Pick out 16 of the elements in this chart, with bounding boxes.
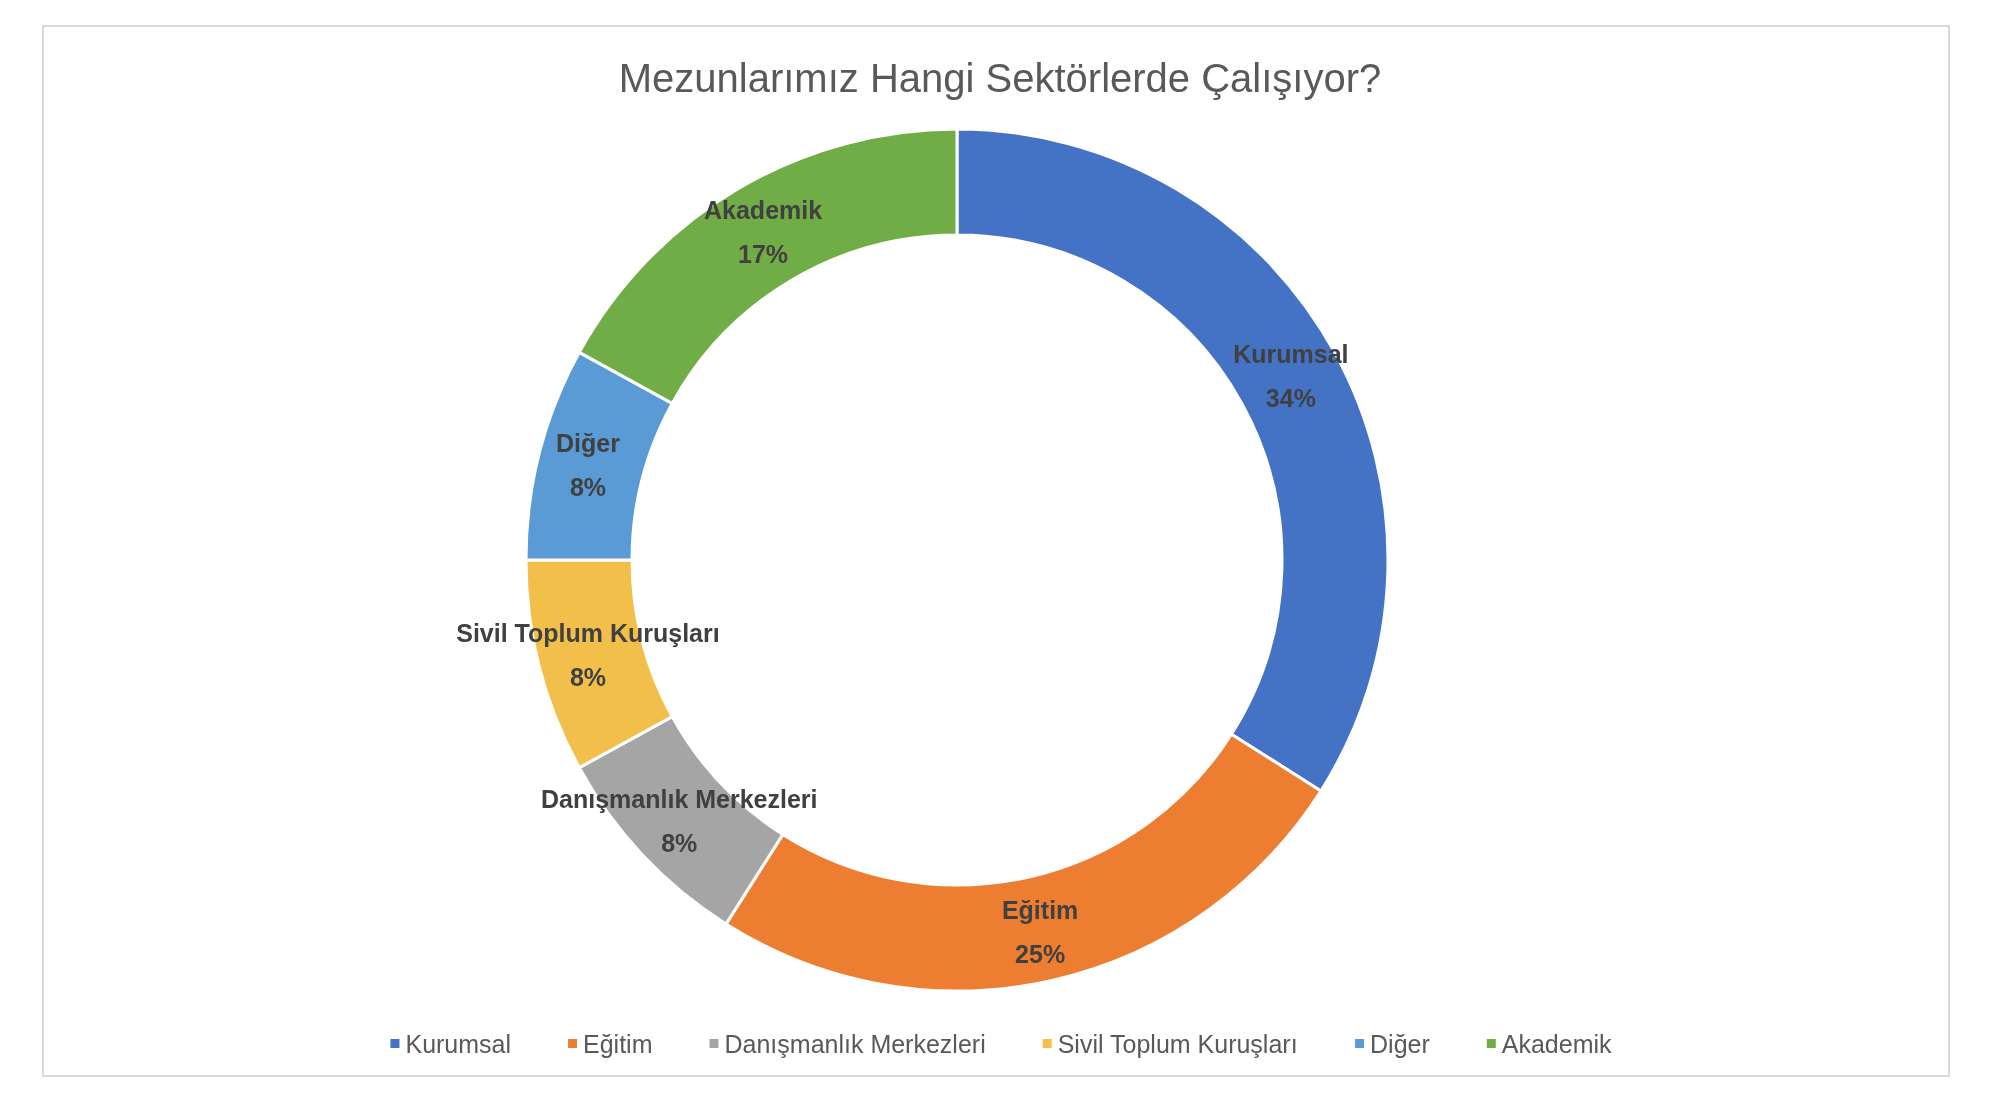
data-label: 25% [1015, 939, 1066, 968]
legend-label: Diğer [1370, 1029, 1430, 1058]
slice-label: Akademik [703, 196, 823, 225]
data-label: 17% [738, 240, 789, 269]
slice-label: Eğitim [1001, 895, 1079, 924]
data-label: 8% [569, 473, 607, 502]
data-label: 8% [661, 828, 698, 857]
chart-title: Mezunlarımız Hangi Sektörlerde Çalışıyor? [618, 56, 1382, 100]
legend-label: Danışmanlık Merkezleri [724, 1029, 986, 1058]
slice-label: Diğer [556, 429, 621, 458]
legend-label: Sivil Toplum Kuruşları [1057, 1029, 1298, 1058]
legend-label: Kurumsal [405, 1029, 512, 1058]
legend-label: Eğitim [583, 1029, 653, 1058]
legend-label: Akademik [1501, 1029, 1613, 1058]
data-label: 34% [1265, 384, 1316, 413]
data-label: 8% [569, 662, 607, 691]
